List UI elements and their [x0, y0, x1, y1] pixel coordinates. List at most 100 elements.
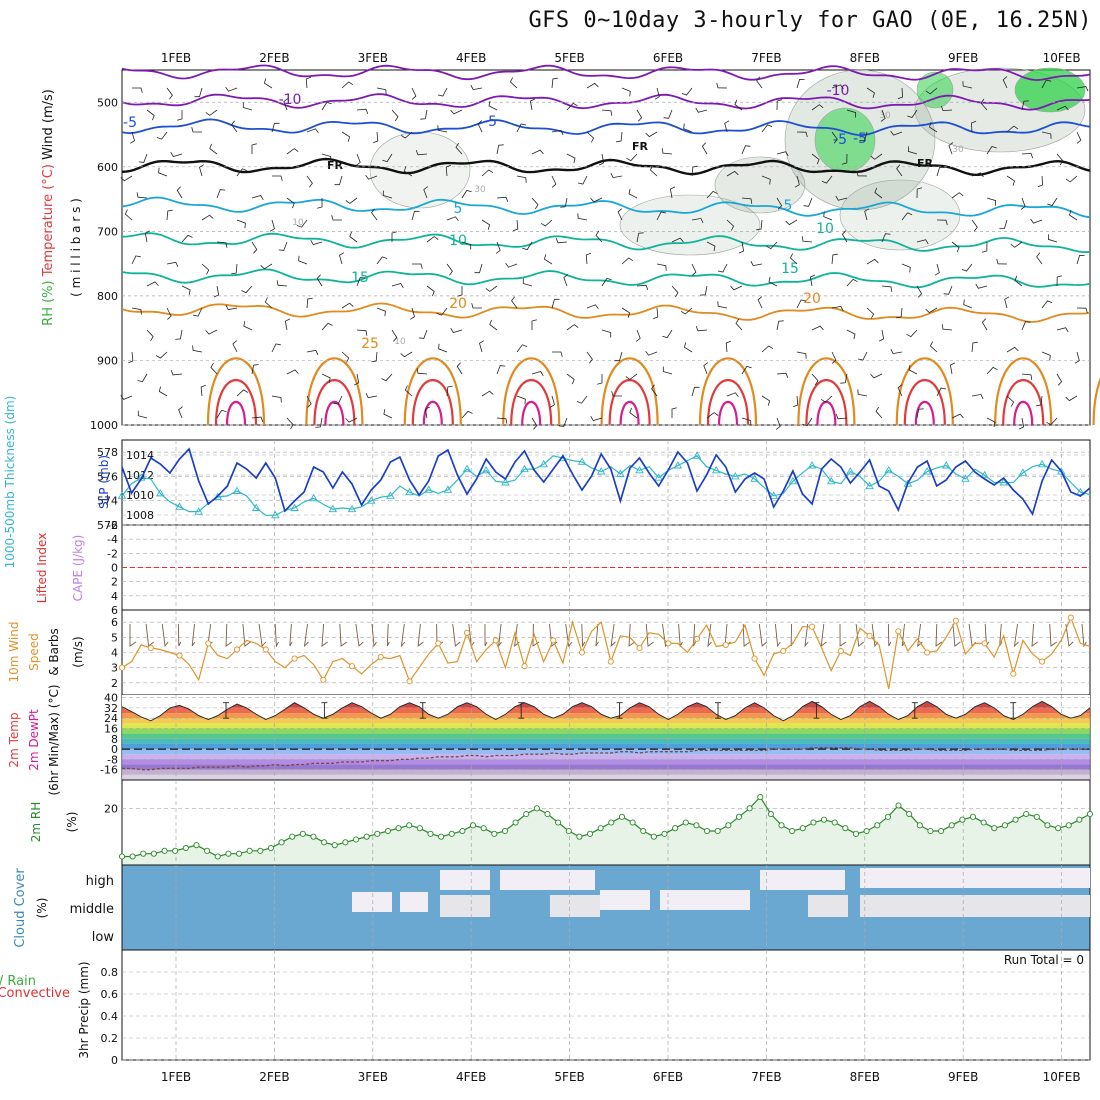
thickness-series-point-76: [846, 467, 855, 475]
wind-barb-120: [481, 169, 494, 177]
slp-ytick-1014: 1014: [126, 449, 154, 462]
slp-ytick-1008: 1008: [126, 509, 154, 522]
rh2m-series-point-18: [310, 833, 317, 840]
rh2m-series-point-38: [523, 810, 530, 818]
temp-band-6: [122, 733, 1090, 739]
rh2m-series-point-73: [895, 802, 902, 809]
wind-barb-157: [803, 197, 813, 207]
isotherm-label-6: FR: [327, 159, 344, 172]
wind-barb-221: [166, 261, 179, 267]
wind-barb-361: [251, 364, 259, 375]
bottom-tick-5feb: 5FEB: [554, 1070, 584, 1084]
wind-barb-52: [980, 98, 988, 111]
wind-barb-105: [907, 146, 918, 155]
wind-barb-152: [628, 188, 638, 199]
wind10m-series-point-99: [1067, 614, 1074, 621]
rh2m-series-point-8: [204, 847, 211, 854]
upper-ytick-600: 600: [97, 161, 118, 174]
wind-barb-97: [626, 153, 638, 162]
wind10m-ylabel3: & Barbs: [47, 628, 61, 676]
wind-barb-128: [761, 175, 771, 185]
wind-barb-328: [1021, 321, 1031, 331]
wind-barb-294: [796, 299, 807, 309]
thickness-series-point-24: [347, 504, 357, 513]
wind-barb-219: [1047, 234, 1058, 243]
thickness-series-point-92: [999, 478, 1009, 486]
wind-barb-386: [158, 386, 168, 397]
wind-barb-304: [175, 329, 183, 340]
rh2m-series-point-25: [384, 827, 391, 835]
wind-barb-402: [726, 392, 739, 398]
wind-barb-32: [283, 98, 289, 111]
cloud-gap-5: [660, 890, 750, 910]
top-tick-10feb: 10FEB: [1043, 51, 1081, 65]
rh2m-series-point-66: [821, 816, 828, 823]
heat-contour-7-0: [895, 357, 954, 426]
wind-barb-165: [124, 209, 133, 221]
wind-barb-255: [391, 283, 404, 289]
cloud-gap-6: [760, 870, 845, 890]
wind-barb-14: [621, 87, 631, 97]
wind-barb-56: [156, 131, 168, 140]
wind-barb-274: [1056, 275, 1063, 287]
wind-barb-9: [437, 87, 448, 97]
wind-barb-271: [943, 285, 953, 295]
wind-barb-438: [1018, 417, 1025, 430]
temp2m-series-line: [121, 700, 1091, 722]
rh2m-series-point-71: [874, 822, 881, 829]
wind-barb-245: [996, 258, 1008, 265]
wind10m-barb-44: [839, 623, 847, 647]
cloud-gap-8: [440, 895, 490, 917]
rh2m-series-point-84: [1012, 816, 1019, 823]
heat-contour-8-2: [1013, 401, 1034, 426]
wind-barb-269: [881, 285, 893, 292]
wind-barb-325: [906, 329, 918, 338]
heat-contour-1-0: [305, 357, 364, 426]
isotherm-label-20: 30: [952, 145, 964, 155]
wind-barb-231: [505, 262, 518, 268]
rh-region-2: [714, 156, 806, 214]
top-tick-2feb: 2FEB: [259, 51, 289, 65]
thickness-series-point-48: [577, 457, 587, 465]
wind-barb-430: [741, 417, 752, 426]
rh2m-series-point-20: [331, 842, 338, 849]
wind10m-barb-26: [549, 623, 558, 647]
wind-barb-409: [971, 393, 984, 400]
rh2m-series-point-53: [682, 819, 689, 826]
wind-barb-301: [1041, 300, 1053, 309]
upper-ytick-900: 900: [97, 354, 118, 367]
wind-barb-352: [890, 348, 903, 355]
wind-barb-15: [654, 87, 660, 100]
wind-barb-98: [661, 148, 673, 155]
rh2m-series-point-32: [459, 827, 466, 835]
wind-barb-2: [194, 87, 203, 98]
wind-barb-13: [586, 82, 599, 89]
rh2m-series-point-72: [884, 813, 891, 820]
wind-barb-158: [835, 195, 848, 201]
wind10m-series-point-63: [722, 641, 729, 648]
thickness-series-point-66: [750, 474, 759, 482]
wind-barb-28: [146, 109, 155, 121]
wind10m-series-point-0: [118, 664, 126, 671]
top-tick-7feb: 7FEB: [751, 51, 781, 65]
wind10m-barb-4: [191, 623, 196, 647]
wind10m-barb-31: [628, 623, 636, 647]
rh2m-series-point-89: [1065, 822, 1072, 829]
thickness-series-point-80: [884, 465, 894, 474]
wind-barb-217: [981, 241, 988, 253]
wind-barb-175: [481, 219, 491, 230]
wind-barb-242: [901, 263, 911, 273]
bottom-tick-7feb: 7FEB: [751, 1070, 781, 1084]
heat-contour-5-2: [717, 401, 739, 426]
rh2m-series-point-65: [810, 819, 817, 826]
thickness-series-point-68: [769, 491, 779, 499]
wind-barb-229: [446, 263, 453, 276]
wind-barb-351: [857, 351, 868, 361]
wind-barb-397: [549, 395, 555, 408]
wind-barb-202: [461, 241, 472, 250]
wind-barb-103: [841, 153, 848, 165]
thickness-series-point-34: [443, 485, 453, 493]
wind10m-series-point-96: [1039, 658, 1046, 665]
rh-region-7: [1014, 67, 1086, 113]
isotherm-label-14: 15: [781, 261, 799, 277]
